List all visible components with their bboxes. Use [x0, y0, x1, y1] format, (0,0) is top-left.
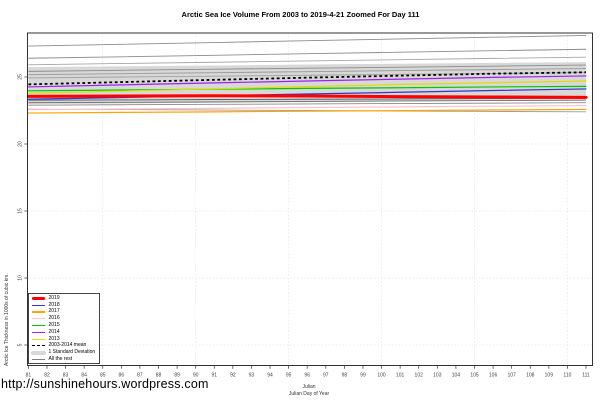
legend-swatch-line — [29, 331, 49, 333]
y-tick-label: 5 — [18, 343, 24, 346]
legend-item-label: 2003-2014 mean — [48, 342, 87, 349]
x-tick-label: 93 — [249, 373, 255, 379]
x-tick-label: 95 — [286, 373, 292, 379]
x-tick-label: 92 — [230, 373, 236, 379]
legend-item-label: 2016 — [48, 315, 60, 322]
x-tick-label: 101 — [396, 373, 405, 379]
x-tick-label: 84 — [81, 373, 87, 379]
x-tick-label: 111 — [582, 373, 590, 379]
plot-border — [27, 32, 593, 366]
x-tick-label: 90 — [193, 373, 199, 379]
x-tick-label: 107 — [507, 373, 516, 379]
x-tick-label: 91 — [211, 373, 217, 379]
y-axis-label: Arctic Ice Thickness in 1000s of cubic k… — [4, 273, 10, 366]
y-tick-label: 20 — [18, 141, 24, 147]
legend-swatch-line — [29, 311, 49, 313]
legend-box: 2019 2018 2017 2016 2015 2014 2013 2003-2014 me… — [27, 292, 100, 364]
rest-line — [28, 48, 587, 59]
series-2016 — [27, 104, 587, 111]
rest-line — [28, 97, 587, 101]
series-2013 — [27, 80, 587, 94]
legend-item: 2015 — [29, 322, 99, 329]
legend-item: 2003-2014 mean — [29, 343, 99, 350]
legend-swatch-band — [29, 350, 49, 356]
x-axis-title-line1: Julian — [302, 384, 316, 390]
legend-item-label: 1 Standard Deviation — [48, 349, 96, 356]
x-tick-label: 89 — [174, 373, 180, 379]
legend-item: 2017 — [29, 309, 99, 316]
legend-item: 2019 — [29, 295, 99, 302]
legend-item: All the rest — [29, 356, 99, 363]
legend-item: 2014 — [29, 329, 99, 336]
x-tick-label: 94 — [267, 373, 273, 379]
legend-item-label: 2018 — [48, 301, 60, 308]
x-tick-label: 108 — [526, 373, 535, 379]
legend-item-label: 2015 — [48, 322, 60, 329]
x-tick-label: 86 — [119, 373, 125, 379]
rest-line — [28, 35, 587, 47]
rest-line — [28, 56, 587, 66]
rest-line — [28, 99, 587, 104]
rest-line — [28, 68, 587, 76]
series-mean — [28, 71, 587, 86]
legend-item: 2016 — [29, 315, 99, 322]
x-tick-label: 99 — [360, 373, 366, 379]
legend-item: 2018 — [29, 302, 99, 309]
legend-item-label: 2019 — [48, 294, 60, 301]
legend-swatch-line — [29, 304, 49, 306]
x-tick-label: 106 — [489, 373, 498, 379]
x-tick-label: 103 — [433, 373, 442, 379]
y-tick-label: 15 — [18, 208, 24, 214]
series-2019 — [26, 94, 588, 99]
legend-swatch-line — [29, 358, 49, 361]
std-deviation-band — [28, 62, 587, 105]
x-tick-label: 109 — [545, 373, 554, 379]
rest-line — [28, 64, 587, 72]
legend-item-label: 2014 — [48, 328, 60, 335]
x-tick-label: 85 — [100, 373, 106, 379]
x-tick-label: 105 — [470, 373, 479, 379]
y-tick-label: 10 — [18, 275, 24, 281]
x-tick-label: 110 — [563, 373, 571, 379]
legend-item-label: 2017 — [48, 308, 60, 315]
series-2014 — [27, 75, 587, 88]
legend-swatch-dashed — [29, 345, 49, 347]
x-tick-label: 87 — [137, 373, 143, 379]
legend-swatch-line — [29, 324, 49, 327]
rest-line — [28, 102, 587, 106]
x-tick-label: 97 — [323, 373, 329, 379]
x-tick-label: 104 — [452, 373, 461, 379]
x-tick-label: 88 — [156, 373, 162, 379]
x-tick-label: 82 — [44, 373, 50, 379]
y-tick-label: 25 — [18, 74, 24, 80]
legend-item-label: All the rest — [48, 356, 73, 363]
x-tick-label: 81 — [26, 373, 32, 379]
legend-item: 1 Standard Deviation — [29, 349, 99, 356]
site-url: http://sunshinehours.wordpress.com — [1, 377, 209, 391]
legend-item-label: 2013 — [48, 335, 60, 342]
x-tick-label: 96 — [304, 373, 310, 379]
legend-swatch-thick — [29, 297, 49, 300]
legend-item: 2013 — [29, 336, 99, 343]
x-tick-label: 100 — [377, 373, 386, 379]
series-2017 — [27, 108, 587, 114]
series-2015 — [27, 85, 587, 92]
chart-title: Arctic Sea Ice Volume From 2003 to 2019-… — [181, 10, 420, 19]
x-tick-label: 83 — [63, 373, 69, 379]
legend-swatch-line — [29, 338, 49, 340]
x-tick-label: 102 — [415, 373, 424, 379]
legend-swatch-line — [29, 318, 49, 320]
x-axis-title-line2: Julian Day of Year — [288, 390, 330, 397]
x-tick-label: 98 — [342, 373, 348, 379]
